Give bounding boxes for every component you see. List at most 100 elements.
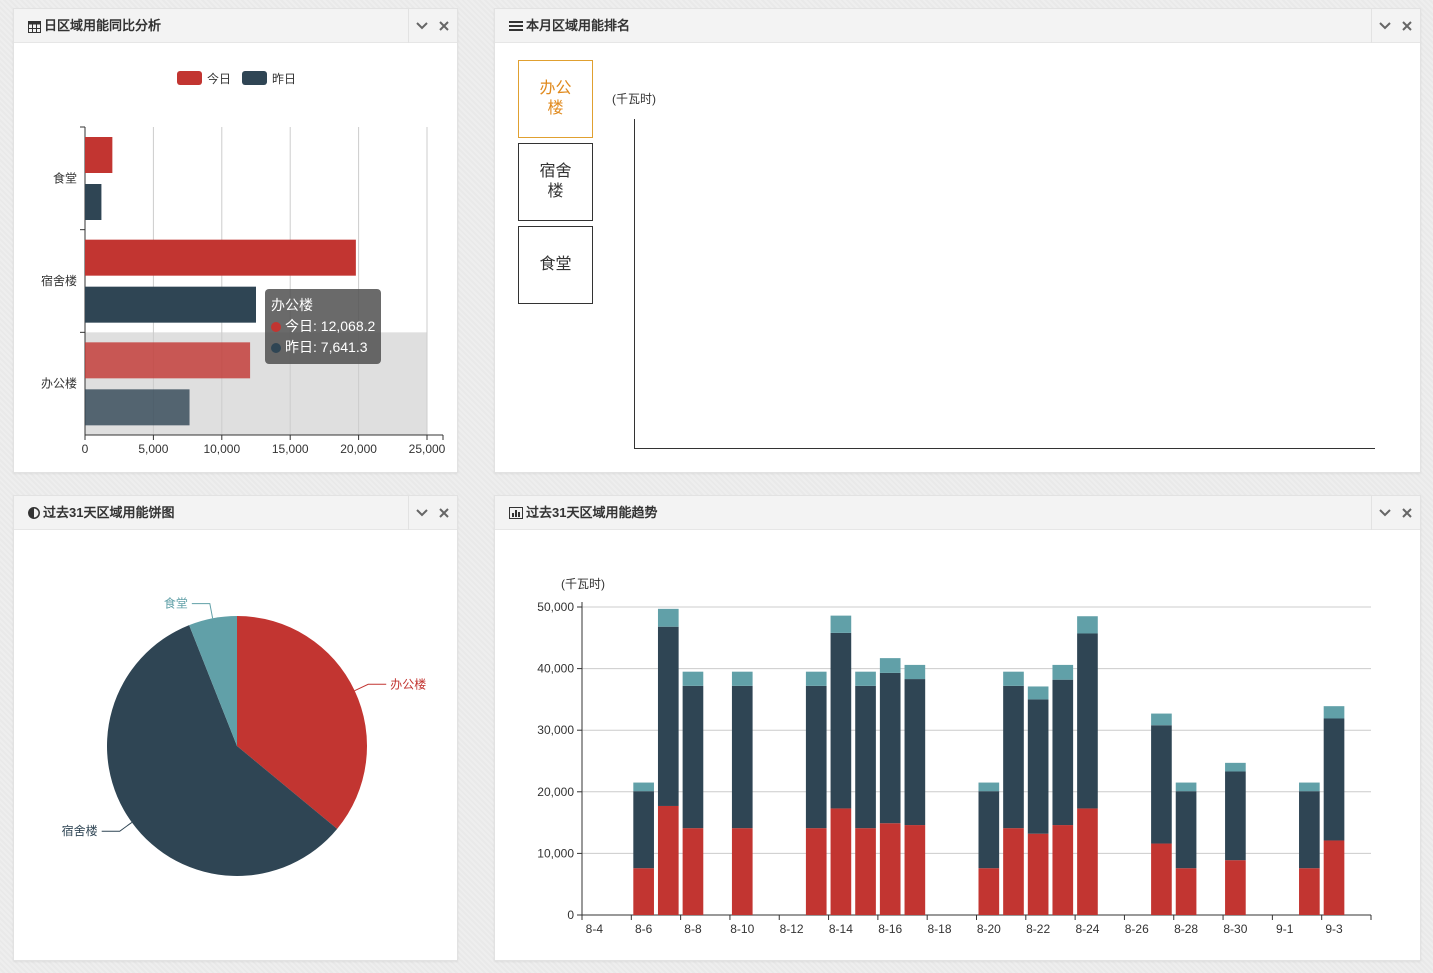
close-icon[interactable]	[1400, 19, 1414, 33]
bar-segment	[1225, 762, 1246, 772]
x-tick-label: 8-12	[780, 922, 804, 936]
collapse-icon[interactable]	[415, 19, 429, 33]
panel-header: 日区域用能同比分析	[14, 9, 457, 43]
close-icon[interactable]	[1400, 506, 1414, 520]
bar-segment	[1077, 633, 1098, 809]
collapse-icon[interactable]	[1378, 19, 1392, 33]
bar-segment	[1323, 706, 1345, 719]
bar-segment	[879, 823, 901, 915]
y-tick-label: 30,000	[537, 723, 574, 737]
bar-segment	[1225, 771, 1246, 861]
y-tick-label: 办公楼	[41, 376, 77, 391]
tooltip-row: 今日: 12,068.2	[271, 316, 375, 337]
bar-segment	[633, 791, 654, 869]
bar-segment	[1323, 840, 1345, 915]
x-tick-label: 20,000	[340, 442, 377, 456]
tab-office[interactable]: 办公楼	[518, 60, 593, 138]
half-circle-icon	[28, 507, 40, 519]
bar-segment	[1299, 791, 1320, 869]
collapse-icon[interactable]	[415, 506, 429, 520]
bar-segment	[1077, 616, 1098, 634]
bar-segment	[1323, 718, 1345, 841]
panel-title-text: 本月区域用能排名	[526, 18, 631, 33]
bar-segment	[1175, 791, 1197, 869]
tab-dormitory[interactable]: 宿舍楼	[518, 143, 593, 221]
bar-segment	[1151, 843, 1172, 915]
chart-tooltip: 办公楼 今日: 12,068.2 昨日: 7,641.3	[265, 289, 382, 364]
bar-segment	[904, 679, 926, 826]
bar-segment	[1003, 671, 1024, 686]
pie-slice	[106, 625, 338, 876]
bar-segment	[1151, 725, 1172, 844]
pie-panel: 过去31天区域用能饼图 办公楼 宿舍楼 食堂	[13, 495, 458, 961]
bar-segment	[731, 828, 753, 915]
x-tick-label: 8-8	[684, 922, 702, 936]
bar-segment	[1027, 833, 1049, 915]
y-tick-label: 食堂	[53, 170, 77, 185]
bar-segment	[633, 868, 654, 915]
bar-segment	[1175, 868, 1197, 915]
close-icon[interactable]	[437, 506, 451, 520]
panel-header: 过去31天区域用能趋势	[495, 496, 1420, 530]
x-tick-label: 8-14	[829, 922, 853, 936]
close-icon[interactable]	[437, 19, 451, 33]
ranking-unit-label: (千瓦时)	[612, 92, 656, 106]
y-tick-label: 宿舍楼	[41, 273, 77, 288]
daily-bar-chart: 今日 昨日 0 5,000 10,000 15,000 20,000 25,000 办公楼 宿舍楼…	[41, 71, 446, 456]
x-tick-label: 8-28	[1174, 922, 1198, 936]
pie-slice	[237, 616, 367, 829]
x-tick-label: 8-26	[1125, 922, 1149, 936]
pie-label-line	[101, 822, 133, 832]
bar-segment	[1052, 825, 1074, 915]
bar	[85, 239, 356, 276]
bar-segment	[657, 805, 679, 915]
collapse-icon[interactable]	[1378, 506, 1392, 520]
panel-title-text: 日区域用能同比分析	[44, 18, 162, 33]
bar	[85, 184, 102, 220]
x-tick-label: 15,000	[272, 442, 309, 456]
bar-segment	[1052, 679, 1074, 826]
bar-chart-icon	[509, 507, 523, 519]
bar-segment	[731, 671, 753, 686]
calendar-icon	[28, 20, 41, 33]
bar	[85, 342, 251, 379]
bar-segment	[805, 828, 827, 915]
bar-segment	[1175, 782, 1197, 792]
pie-label-line	[191, 603, 214, 619]
bar-segment	[879, 658, 901, 673]
x-tick-label: 8-16	[878, 922, 902, 936]
bar-segment	[904, 664, 926, 680]
bar-segment	[1027, 699, 1049, 834]
trend-panel: 过去31天区域用能趋势 (千瓦时) 0 10,000 20,000 30,000 40,0…	[494, 495, 1421, 961]
ranking-panel: 本月区域用能排名 办公楼 宿舍楼 食堂 (千瓦时)	[494, 8, 1421, 473]
x-tick-label: 9-1	[1276, 922, 1294, 936]
ranking-x-axis	[634, 448, 1375, 449]
x-tick-label: 8-20	[977, 922, 1001, 936]
panel-header: 本月区域用能排名	[495, 9, 1420, 43]
bar-segment	[682, 685, 704, 829]
x-tick-label: 8-18	[928, 922, 952, 936]
daily-comparison-panel: 日区域用能同比分析 今日 昨日 0 5,000 10,000 15,000 20,000 25…	[13, 8, 458, 473]
bar-segment	[879, 672, 901, 824]
panel-title-text: 过去31天区域用能趋势	[526, 505, 658, 520]
panel-title-text: 过去31天区域用能饼图	[43, 505, 175, 520]
bar-segment	[657, 626, 679, 806]
tab-canteen[interactable]: 食堂	[518, 226, 593, 304]
tooltip-title: 办公楼	[271, 297, 313, 313]
bar-segment	[633, 782, 654, 792]
bar-segment	[682, 671, 704, 686]
x-tick-label: 0	[82, 442, 89, 456]
tooltip-dot	[271, 343, 281, 353]
x-tick-label: 8-4	[586, 922, 604, 936]
y-tick-label: 10,000	[537, 846, 574, 860]
bar-segment	[1003, 685, 1024, 829]
pie-label-line	[354, 683, 387, 692]
bar-segment	[830, 632, 852, 809]
bar	[85, 286, 256, 323]
x-tick-label: 8-6	[635, 922, 653, 936]
bar	[85, 389, 190, 426]
bar	[85, 137, 113, 173]
bar-segment	[830, 808, 852, 915]
trend-bar-chart: (千瓦时) 0 10,000 20,000 30,000 40,000 50,000 8-4 8…	[537, 577, 1372, 936]
